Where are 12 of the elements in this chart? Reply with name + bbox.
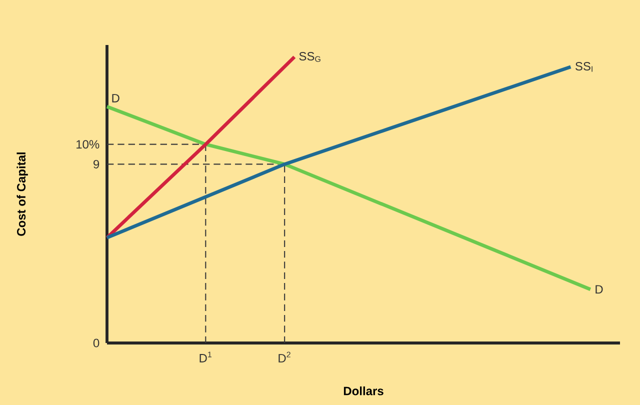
x-tick-label: D$^{1}$ — [200, 352, 212, 362]
y-tick-label: 9 — [94, 160, 100, 168]
series-label: D — [596, 285, 603, 294]
y-tick-label: 0 — [93, 338, 100, 348]
line-series — [105, 104, 592, 292]
annotation: D — [112, 94, 120, 102]
series-label: SS$_{I}$ — [575, 62, 592, 72]
series-label: SS$_{G}$ — [299, 52, 320, 62]
y-tick-label: 10% — [76, 140, 100, 149]
y-axis-title: Cost of Capital — [16, 152, 28, 236]
x-tick-label: D$^{2}$ — [278, 352, 290, 362]
x-axis-title: Dollars — [344, 386, 384, 396]
